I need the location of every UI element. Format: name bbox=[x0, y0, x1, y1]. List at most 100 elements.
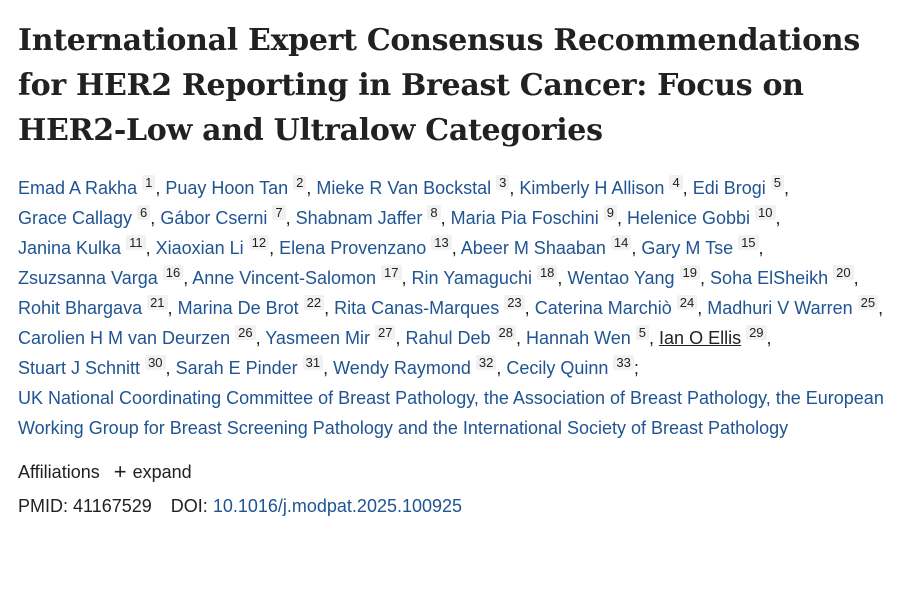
affiliation-ref-badge[interactable]: 6 bbox=[137, 205, 151, 220]
author-name-link[interactable]: Wendy Raymond bbox=[333, 358, 471, 378]
author-name-link[interactable]: Gary M Tse bbox=[641, 238, 734, 258]
author-name-link[interactable]: Puay Hoon Tan bbox=[165, 178, 289, 198]
affiliation-ref-badge[interactable]: 2 bbox=[293, 175, 307, 190]
author-item: Caterina Marchiò 24, bbox=[534, 295, 702, 318]
affiliation-ref-badge[interactable]: 33 bbox=[613, 355, 634, 370]
author-item: Wentao Yang 19, bbox=[567, 265, 706, 288]
affiliation-ref-badge[interactable]: 8 bbox=[427, 205, 441, 220]
affiliations-label: Affiliations bbox=[18, 462, 100, 482]
author-separator: , bbox=[440, 208, 446, 228]
author-separator: , bbox=[516, 328, 522, 348]
author-name-link[interactable]: Grace Callagy bbox=[18, 208, 133, 228]
author-item: Carolien H M van Deurzen 26, bbox=[18, 325, 261, 348]
affiliation-ref-badge[interactable]: 25 bbox=[857, 295, 879, 310]
author-name-link[interactable]: Rin Yamaguchi bbox=[411, 268, 532, 288]
doi-label: DOI: bbox=[170, 496, 208, 516]
affiliation-ref-badge[interactable]: 10 bbox=[755, 205, 776, 220]
affiliation-ref-badge[interactable]: 7 bbox=[272, 205, 286, 220]
author-name-link[interactable]: Gábor Cserni bbox=[160, 208, 268, 228]
author-name-link[interactable]: Mieke R Van Bockstal bbox=[316, 178, 492, 198]
author-name-link[interactable]: Abeer M Shaaban bbox=[460, 238, 606, 258]
affiliation-ref-badge[interactable]: 30 bbox=[145, 355, 166, 370]
affiliation-ref-badge[interactable]: 5 bbox=[635, 325, 650, 340]
affiliation-ref-badge[interactable]: 26 bbox=[235, 325, 256, 340]
pmid-group: PMID: 41167529 bbox=[18, 496, 157, 516]
author-name-link[interactable]: Cecily Quinn bbox=[506, 358, 609, 378]
author-item: Rohit Bhargava 21, bbox=[18, 295, 173, 318]
author-name-link[interactable]: Ian O Ellis bbox=[659, 328, 742, 348]
author-name-link[interactable]: Shabnam Jaffer bbox=[295, 208, 423, 228]
affiliation-ref-badge[interactable]: 11 bbox=[126, 235, 146, 250]
author-separator: , bbox=[496, 358, 502, 378]
author-item: Marina De Brot 22, bbox=[177, 295, 329, 318]
author-name-link[interactable]: Rita Canas-Marques bbox=[334, 298, 500, 318]
author-name-link[interactable]: Madhuri V Warren bbox=[707, 298, 853, 318]
author-name-link[interactable]: Helenice Gobbi bbox=[626, 208, 751, 228]
affiliation-ref-badge[interactable]: 17 bbox=[381, 265, 402, 280]
affiliation-ref-badge[interactable]: 12 bbox=[248, 235, 270, 250]
affiliation-ref-badge[interactable]: 19 bbox=[679, 265, 701, 280]
collective-author[interactable]: UK National Coordinating Committee of Br… bbox=[18, 388, 884, 438]
affiliation-ref-badge[interactable]: 15 bbox=[738, 235, 759, 250]
author-name-link[interactable]: Yasmeen Mir bbox=[265, 328, 370, 348]
pmid-label: PMID: bbox=[18, 496, 69, 516]
author-name-link[interactable]: Emad A Rakha bbox=[18, 178, 138, 198]
author-separator: , bbox=[285, 208, 291, 228]
affiliation-ref-badge[interactable]: 28 bbox=[495, 325, 516, 340]
author-separator: , bbox=[155, 178, 161, 198]
affiliation-ref-badge[interactable]: 22 bbox=[303, 295, 325, 310]
author-name-link[interactable]: Kimberly H Allison bbox=[519, 178, 665, 198]
author-name-link[interactable]: Sarah E Pinder bbox=[175, 358, 298, 378]
affiliation-ref-badge[interactable]: 5 bbox=[770, 175, 784, 190]
affiliation-ref-badge[interactable]: 3 bbox=[496, 175, 510, 190]
author-separator: , bbox=[766, 328, 772, 348]
affiliation-ref-badge[interactable]: 13 bbox=[431, 235, 452, 250]
affiliation-ref-badge[interactable]: 9 bbox=[603, 205, 617, 220]
doi-link[interactable]: 10.1016/j.modpat.2025.100925 bbox=[212, 496, 463, 516]
affiliation-ref-badge[interactable]: 32 bbox=[475, 355, 497, 370]
author-name-link[interactable]: Anne Vincent-Salomon bbox=[192, 268, 377, 288]
affiliation-ref-badge[interactable]: 4 bbox=[669, 175, 683, 190]
plus-icon: + bbox=[113, 459, 127, 484]
author-name-link[interactable]: Soha ElSheikh bbox=[710, 268, 829, 288]
author-name-link[interactable]: Edi Brogi bbox=[692, 178, 766, 198]
author-separator: , bbox=[700, 268, 706, 288]
author-separator: , bbox=[682, 178, 688, 198]
affiliation-ref-badge[interactable]: 27 bbox=[374, 325, 396, 340]
author-name-link[interactable]: Carolien H M van Deurzen bbox=[18, 328, 231, 348]
author-name-link[interactable]: Marina De Brot bbox=[177, 298, 299, 318]
article-header: International Expert Consensus Recommend… bbox=[18, 18, 894, 521]
author-item: Mieke R Van Bockstal 3, bbox=[316, 175, 514, 198]
author-name-link[interactable]: Caterina Marchiò bbox=[534, 298, 672, 318]
author-item: Cecily Quinn 33; bbox=[506, 355, 639, 378]
author-item: Emad A Rakha 1, bbox=[18, 175, 161, 198]
author-name-link[interactable]: Wentao Yang bbox=[567, 268, 675, 288]
author-separator: , bbox=[853, 268, 859, 288]
affiliation-ref-badge[interactable]: 20 bbox=[833, 265, 854, 280]
author-name-link[interactable]: Stuart J Schnitt bbox=[18, 358, 141, 378]
affiliations-expand-button[interactable]: + expand bbox=[114, 457, 192, 487]
author-separator: , bbox=[401, 268, 407, 288]
affiliation-ref-badge[interactable]: 21 bbox=[147, 295, 168, 310]
affiliation-ref-badge[interactable]: 1 bbox=[142, 175, 156, 190]
affiliation-ref-badge[interactable]: 29 bbox=[746, 325, 767, 340]
author-separator: , bbox=[631, 238, 637, 258]
author-item: Puay Hoon Tan 2, bbox=[165, 175, 311, 198]
author-name-link[interactable]: Rohit Bhargava bbox=[18, 298, 143, 318]
affiliation-ref-badge[interactable]: 16 bbox=[162, 265, 184, 280]
affiliation-ref-badge[interactable]: 14 bbox=[610, 235, 632, 250]
author-name-link[interactable]: Elena Provenzano bbox=[279, 238, 427, 258]
affiliation-ref-badge[interactable]: 31 bbox=[302, 355, 324, 370]
author-name-link[interactable]: Hannah Wen bbox=[526, 328, 631, 348]
author-name-link[interactable]: Zsuzsanna Varga bbox=[18, 268, 158, 288]
affiliation-ref-badge[interactable]: 23 bbox=[504, 295, 525, 310]
author-name-link[interactable]: Rahul Deb bbox=[405, 328, 491, 348]
affiliation-ref-badge[interactable]: 18 bbox=[536, 265, 558, 280]
affiliation-ref-badge[interactable]: 24 bbox=[676, 295, 698, 310]
author-separator: , bbox=[323, 358, 329, 378]
author-name-link[interactable]: Xiaoxian Li bbox=[155, 238, 244, 258]
author-name-link[interactable]: Janina Kulka bbox=[18, 238, 122, 258]
author-name-link[interactable]: Maria Pia Foschini bbox=[450, 208, 599, 228]
author-item: Maria Pia Foschini 9, bbox=[450, 205, 622, 228]
author-separator: , bbox=[145, 238, 151, 258]
